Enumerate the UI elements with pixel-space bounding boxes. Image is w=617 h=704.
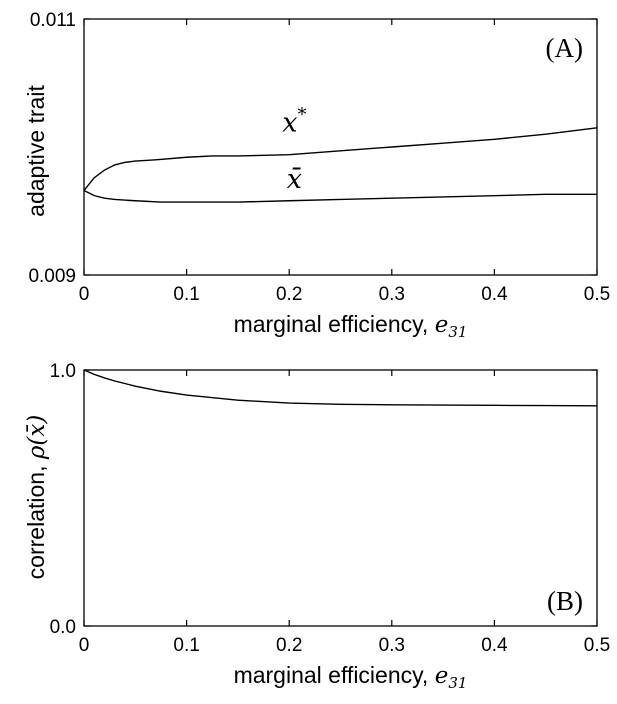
x-tick-label: 0.3 bbox=[379, 284, 405, 305]
x-tick-label: 0.2 bbox=[276, 284, 302, 305]
y-axis-symbol: ρ(x̄) bbox=[24, 415, 50, 460]
series-label: x* bbox=[282, 105, 306, 139]
x-axis-subscript: 31 bbox=[448, 674, 467, 692]
x-tick-label: 0.1 bbox=[173, 635, 199, 656]
x-tick-label: 0.2 bbox=[276, 635, 302, 656]
x-axis-symbol: e bbox=[435, 663, 449, 689]
panel-a: 0 0.1 0.2 0.3 0.4 0.5 0.009 0.011 marginal effic… bbox=[23, 10, 610, 341]
series-line-2 bbox=[83, 189, 597, 203]
x-axis-label: marginal efficiency, e31 bbox=[234, 311, 468, 341]
plot-frame bbox=[83, 18, 598, 276]
x-tick-label: 0.5 bbox=[584, 284, 610, 305]
x-axis-symbol: e bbox=[435, 312, 449, 338]
x-axis-label: marginal efficiency, e31 bbox=[234, 662, 468, 692]
y-axis-label: adaptive trait bbox=[23, 85, 49, 217]
series-label: x̄ bbox=[287, 164, 302, 195]
x-tick-label: 0.1 bbox=[173, 284, 199, 305]
x-tick-label: 0.4 bbox=[481, 284, 508, 305]
x-tick-label: 0 bbox=[79, 284, 90, 305]
series-line-1 bbox=[83, 127, 598, 191]
x-tick-label: 0.5 bbox=[584, 635, 610, 656]
y-tick-label: 0.011 bbox=[30, 10, 76, 31]
series-line-1 bbox=[83, 369, 598, 407]
panel-b: 0 0.1 0.2 0.3 0.4 0.5 0.0 1.0 marginal efficienc… bbox=[23, 361, 610, 692]
y-tick-label: 0.0 bbox=[50, 617, 76, 638]
panel-label: (B) bbox=[547, 586, 583, 616]
x-tick-label: 0.3 bbox=[379, 635, 405, 656]
x-axis-subscript: 31 bbox=[448, 323, 467, 341]
x-tick-label: 0.4 bbox=[481, 635, 508, 656]
x-tick-label: 0 bbox=[79, 635, 90, 656]
y-tick-label: 1.0 bbox=[50, 361, 76, 382]
y-axis-label: correlation, ρ(x̄) bbox=[23, 415, 50, 580]
plot-frame bbox=[83, 369, 598, 627]
y-tick-label: 0.009 bbox=[28, 266, 76, 287]
panel-label: (A) bbox=[546, 33, 583, 63]
